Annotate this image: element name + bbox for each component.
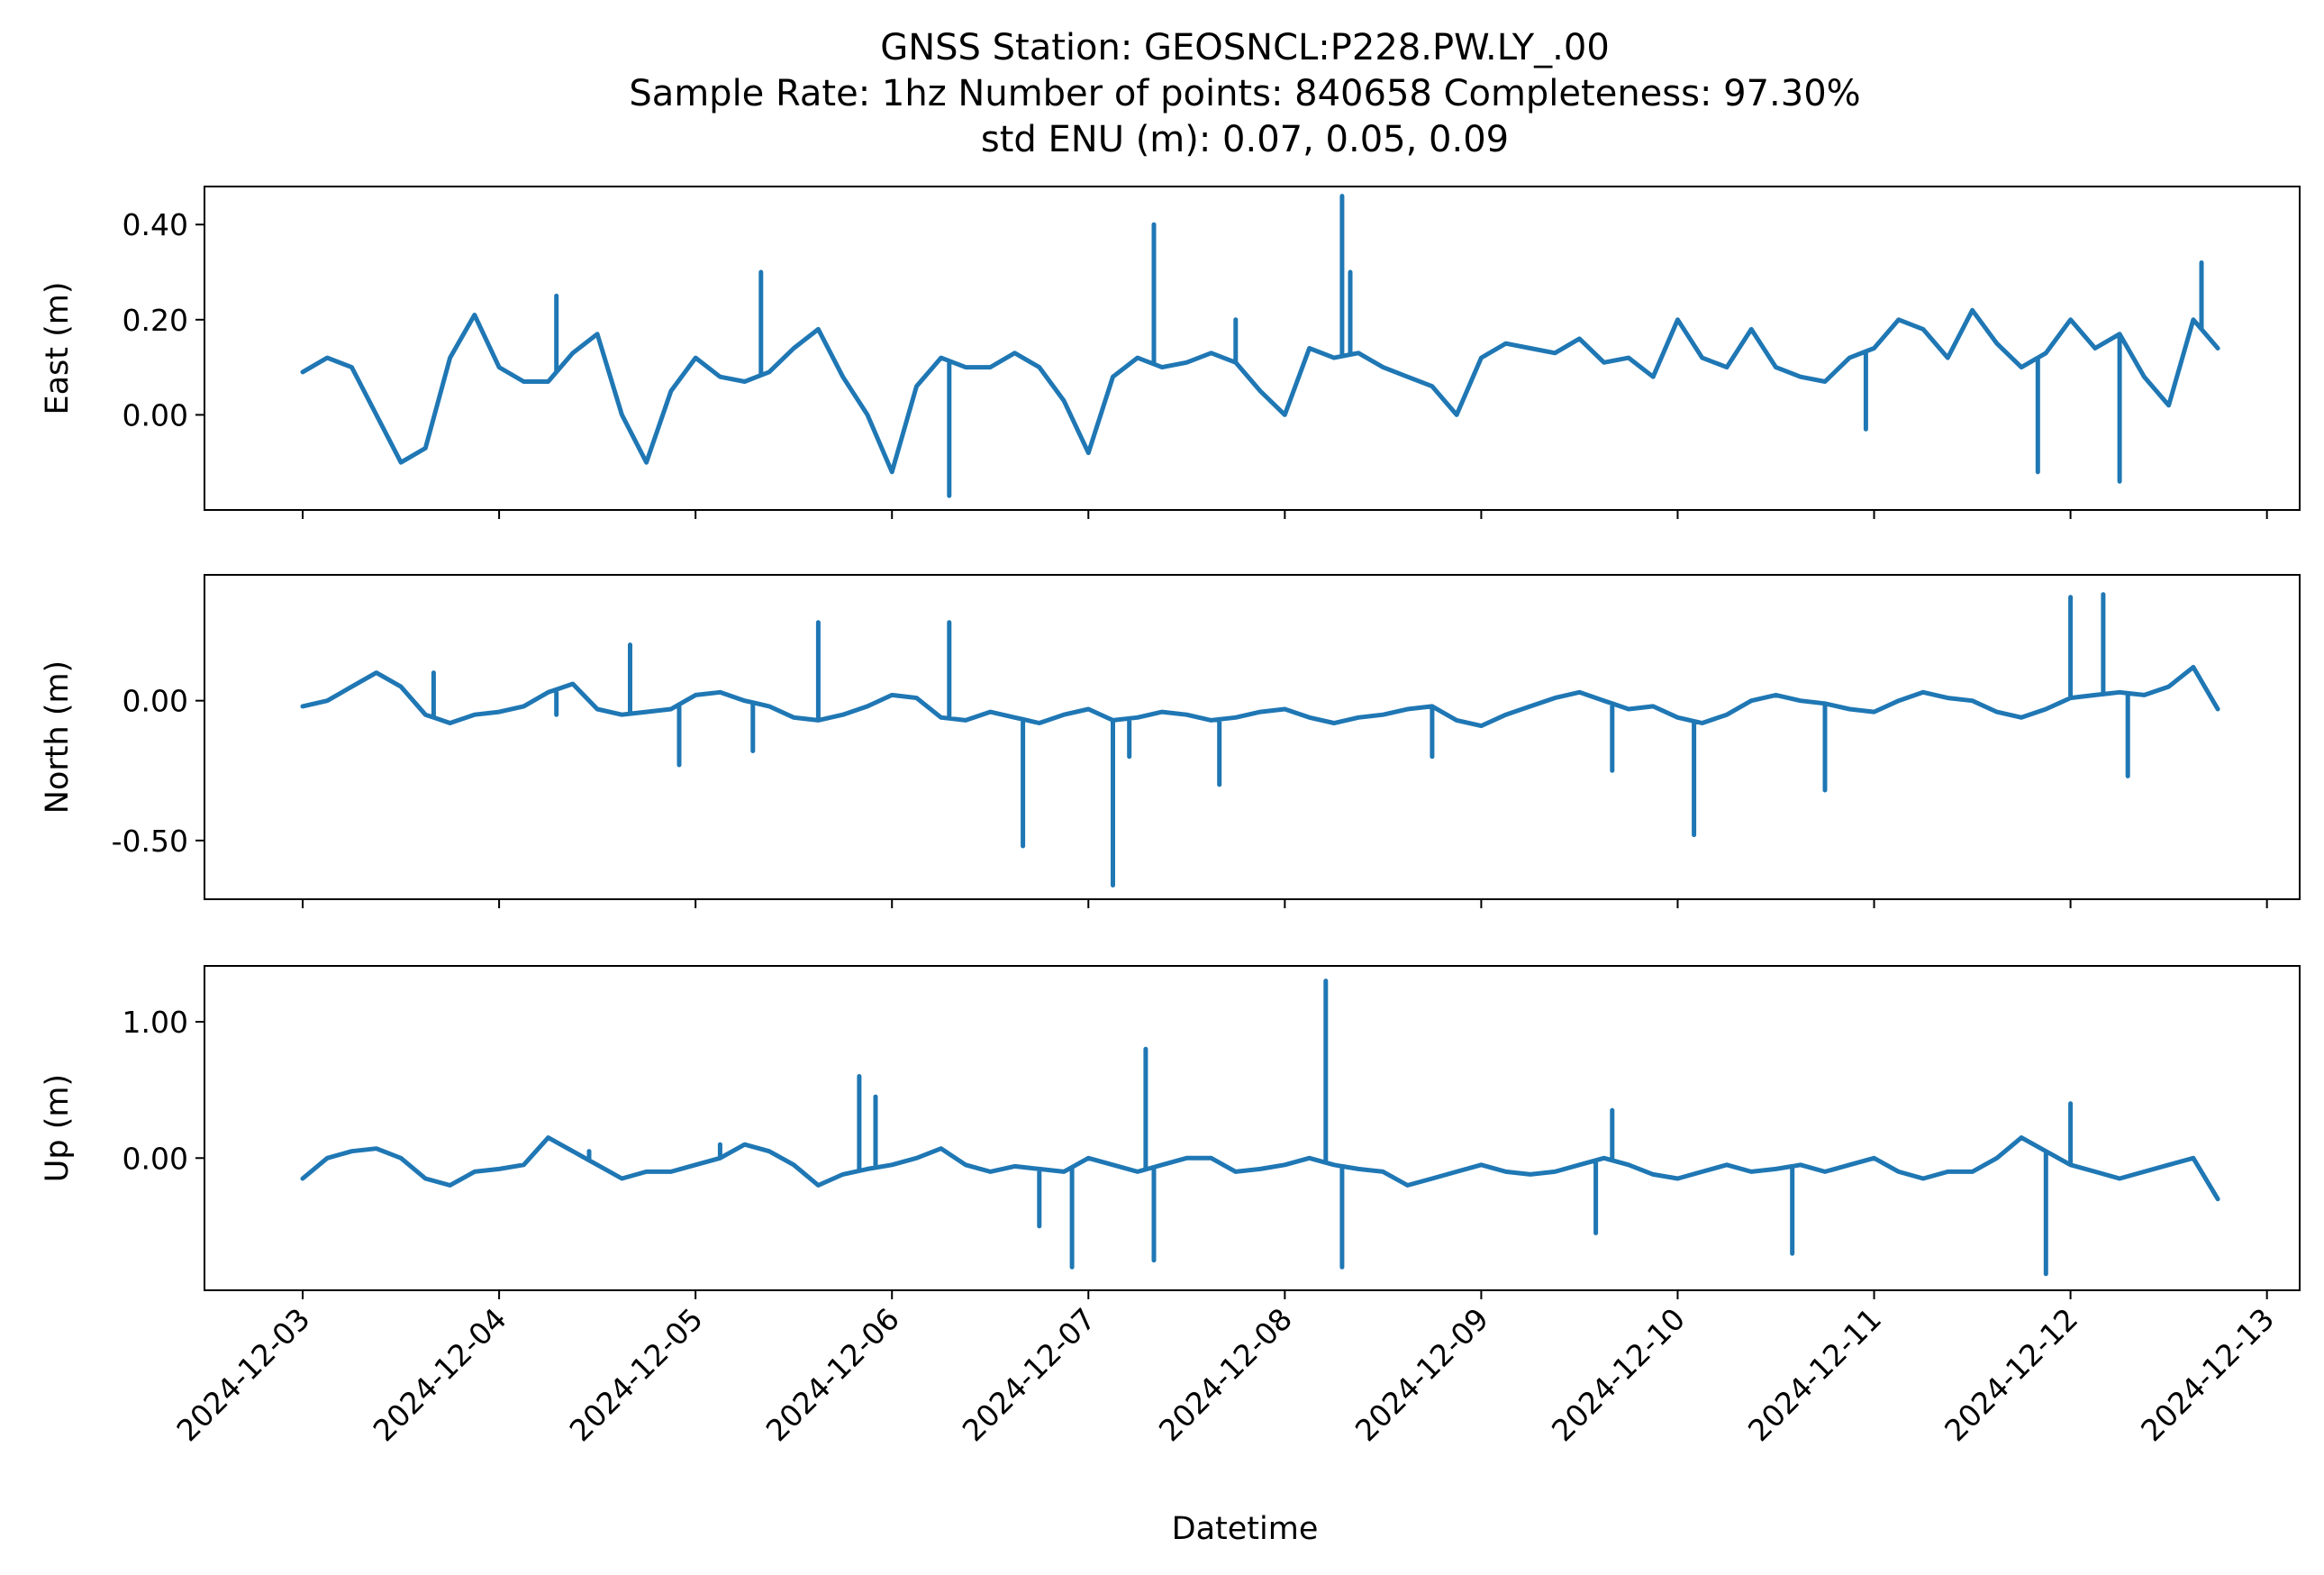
up-series-line [300, 979, 2220, 1277]
east-y-tick-label: 0.40 [123, 207, 188, 242]
east-panel: 0.40 0.20 0.00 East (m) [40, 186, 2301, 519]
x-tick-label: 2024-12-04 [367, 1301, 513, 1448]
north-y-axis-label: North (m) [40, 660, 76, 814]
x-tick-label: 2024-12-03 [170, 1301, 317, 1448]
chart-title-line-1: GNSS Station: GEOSNCL:P228.PW.LY_.00 [880, 27, 1610, 68]
up-y-axis-label: Up (m) [40, 1074, 76, 1182]
up-y-tick-label: 1.00 [123, 1005, 188, 1040]
east-y-axis-label: East (m) [40, 281, 76, 414]
x-tick-label: 2024-12-11 [1741, 1301, 1888, 1448]
x-tick-label: 2024-12-09 [1348, 1301, 1495, 1448]
x-tick-label: 2024-12-10 [1545, 1301, 1692, 1448]
x-tick-label: 2024-12-05 [563, 1301, 710, 1448]
up-panel: 1.00 0.00 Up (m) [40, 965, 2301, 1299]
east-plot-frame [204, 186, 2301, 511]
east-y-tick-label: 0.20 [123, 303, 188, 338]
east-series-line [300, 194, 2220, 498]
x-axis-label: Datetime [1172, 1511, 1319, 1547]
up-plot-frame [204, 965, 2301, 1291]
north-y-tick-label: -0.50 [112, 824, 188, 859]
x-tick-label: 2024-12-13 [2134, 1301, 2281, 1448]
north-y-tick-label: 0.00 [123, 684, 188, 719]
x-tick-label: 2024-12-07 [956, 1301, 1103, 1448]
up-y-tick-label: 0.00 [123, 1141, 188, 1176]
x-axis-ticks: 2024-12-03 2024-12-04 2024-12-05 2024-12-06… [170, 1301, 2282, 1448]
east-y-tick-label: 0.00 [123, 397, 188, 432]
x-tick-label: 2024-12-08 [1152, 1301, 1299, 1448]
north-panel: 0.00 -0.50 North (m) [40, 574, 2301, 908]
chart-title-line-2: Sample Rate: 1hz Number of points: 84065… [629, 73, 1860, 114]
x-tick-label: 2024-12-06 [759, 1301, 906, 1448]
chart-title-line-3: std ENU (m): 0.07, 0.05, 0.09 [981, 119, 1509, 160]
north-plot-frame [204, 574, 2301, 900]
x-tick-label: 2024-12-12 [1938, 1301, 2084, 1448]
north-series-line [300, 592, 2220, 888]
